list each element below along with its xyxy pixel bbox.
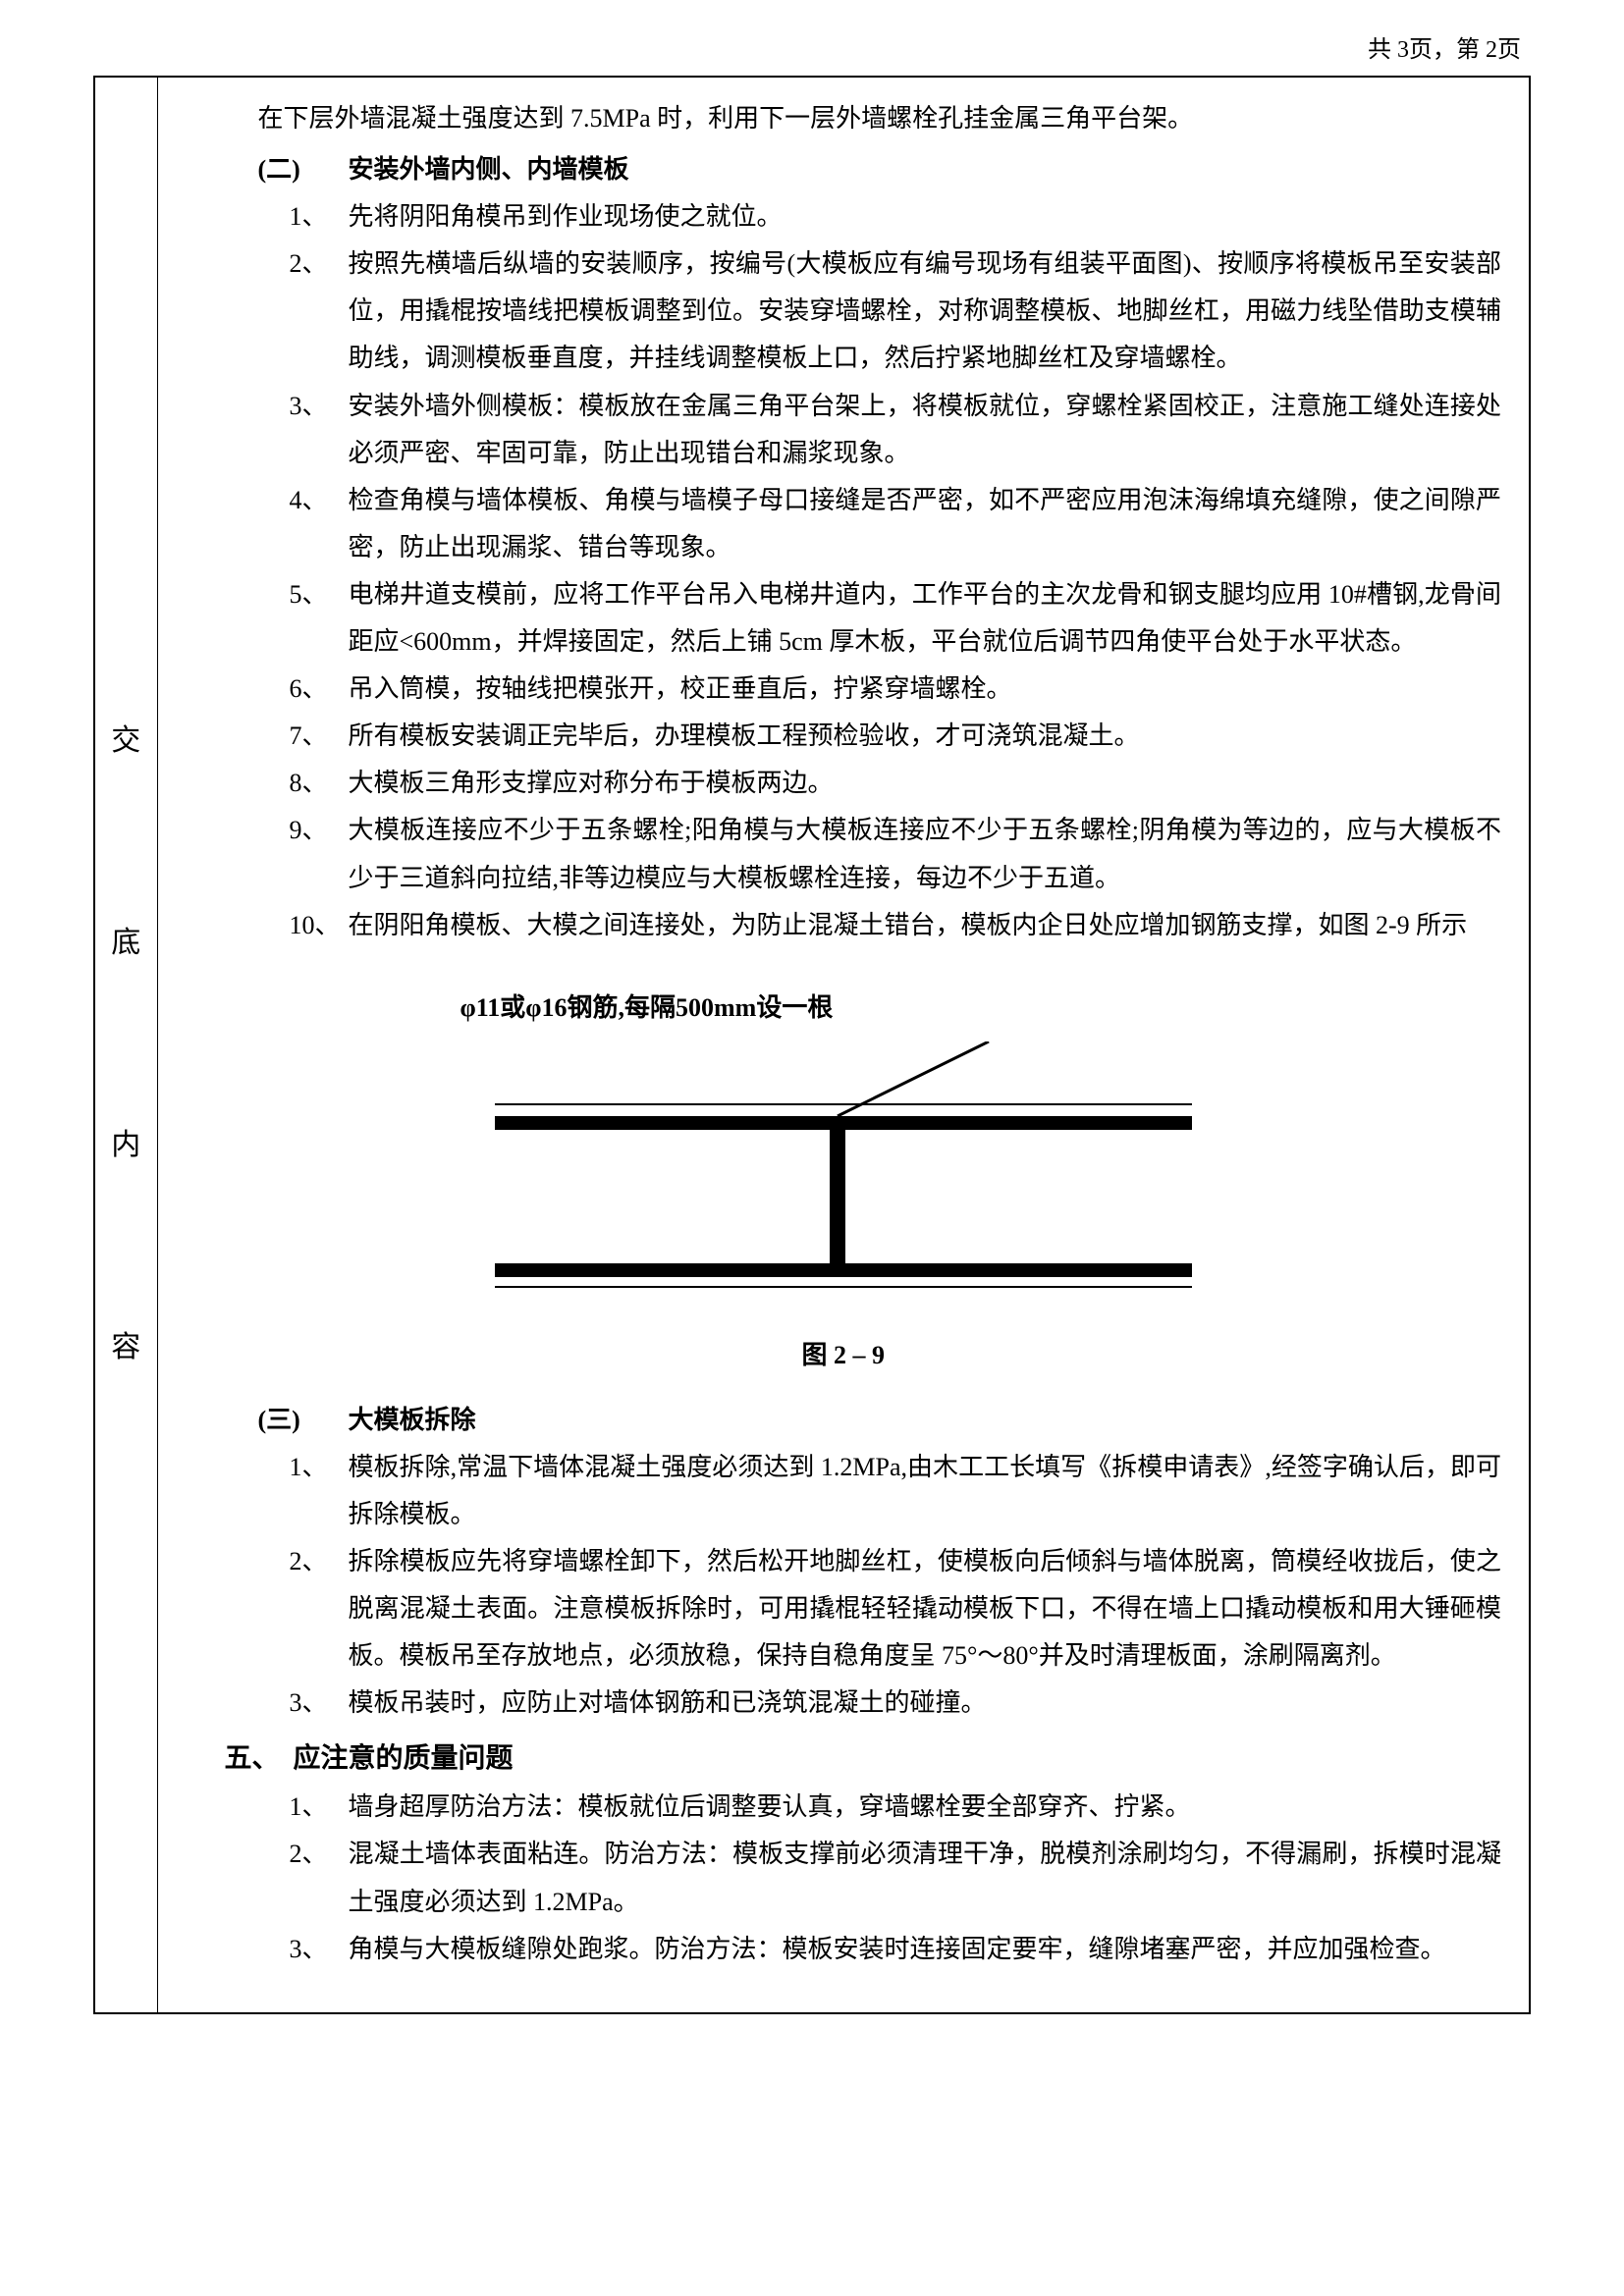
item-num: 1、 — [290, 1784, 349, 1831]
section-2: (二) 安装外墙内侧、内墙模板 1、先将阴阳角模吊到作业现场使之就位。 2、按照… — [186, 146, 1502, 949]
section-5: 1、墙身超厚防治方法：模板就位后调整要认真，穿墙螺栓要全部穿齐、拧紧。 2、混凝… — [186, 1784, 1502, 1972]
side-label: 交 底 内 容 — [105, 640, 147, 1449]
list-item: 10、在阴阳角模板、大模之间连接处，为防止混凝土错台，模板内企日处应增加钢筋支撑… — [290, 902, 1502, 949]
section-3-items: 1、模板拆除,常温下墙体混凝土强度必须达到 1.2MPa,由木工工长填写《拆模申… — [258, 1444, 1502, 1728]
item-num: 9、 — [290, 807, 349, 854]
list-item: 2、按照先横墙后纵墙的安装顺序，按编号(大模板应有编号现场有组装平面图)、按顺序… — [290, 240, 1502, 382]
side-label-cell: 交 底 内 容 — [94, 77, 157, 2013]
list-item: 3、角模与大模板缝隙处跑浆。防治方法：模板安装时连接固定要牢，缝隙堵塞严密，并应… — [290, 1926, 1502, 1973]
item-text: 安装外墙外侧模板：模板放在金属三角平台架上，将模板就位，穿螺栓紧固校正，注意施工… — [349, 383, 1502, 477]
list-item: 1、先将阴阳角模吊到作业现场使之就位。 — [290, 193, 1502, 240]
item-text: 按照先横墙后纵墙的安装顺序，按编号(大模板应有编号现场有组装平面图)、按顺序将模… — [349, 240, 1502, 382]
item-num: 3、 — [290, 1926, 349, 1973]
item-text: 大模板连接应不少于五条螺栓;阳角模与大模板连接应不少于五条螺栓;阴角模为等边的，… — [349, 807, 1502, 901]
section-2-head: (二) 安装外墙内侧、内墙模板 — [258, 146, 1502, 193]
item-num: 1、 — [290, 1444, 349, 1491]
item-text: 所有模板安装调正完毕后，办理模板工程预检验收，才可浇筑混凝土。 — [349, 713, 1502, 760]
list-item: 5、电梯井道支模前，应将工作平台吊入电梯井道内，工作平台的主次龙骨和钢支腿均应用… — [290, 571, 1502, 666]
section-3-num: (三) — [258, 1397, 349, 1444]
section-5-items: 1、墙身超厚防治方法：模板就位后调整要认真，穿墙螺栓要全部穿齐、拧紧。 2、混凝… — [258, 1784, 1502, 1972]
item-num: 1、 — [290, 193, 349, 240]
item-text: 电梯井道支模前，应将工作平台吊入电梯井道内，工作平台的主次龙骨和钢支腿均应用 1… — [349, 571, 1502, 666]
item-text: 先将阴阳角模吊到作业现场使之就位。 — [349, 193, 1502, 240]
list-item: 7、所有模板安装调正完毕后，办理模板工程预检验收，才可浇筑混凝土。 — [290, 713, 1502, 760]
section-2-num: (二) — [258, 146, 349, 193]
item-num: 7、 — [290, 713, 349, 760]
item-num: 2、 — [290, 1831, 349, 1878]
list-item: 8、大模板三角形支撑应对称分布于模板两边。 — [290, 760, 1502, 807]
side-char-1: 交 — [111, 726, 140, 756]
item-text: 角模与大模板缝隙处跑浆。防治方法：模板安装时连接固定要牢，缝隙堵塞严密，并应加强… — [349, 1926, 1502, 1973]
section-2-title: 安装外墙内侧、内墙模板 — [349, 146, 629, 193]
section-3: (三) 大模板拆除 1、模板拆除,常温下墙体混凝土强度必须达到 1.2MPa,由… — [186, 1397, 1502, 1728]
side-char-3: 内 — [111, 1131, 140, 1160]
section-5-head: 五、 应注意的质量问题 — [186, 1734, 1502, 1785]
side-char-2: 底 — [111, 929, 140, 958]
list-item: 1、墙身超厚防治方法：模板就位后调整要认真，穿墙螺栓要全部穿齐、拧紧。 — [290, 1784, 1502, 1831]
item-text: 混凝土墙体表面粘连。防治方法：模板支撑前必须清理干净，脱模剂涂刷均匀，不得漏刷，… — [349, 1831, 1502, 1925]
item-num: 10、 — [290, 902, 349, 949]
figure-top-label: φ11或φ16钢筋,每隔500mm设一根 — [186, 985, 1502, 1032]
item-num: 2、 — [290, 240, 349, 288]
item-num: 5、 — [290, 571, 349, 618]
item-num: 8、 — [290, 760, 349, 807]
document-table: 交 底 内 容 在下层外墙混凝土强度达到 7.5MPa 时，利用下一层外墙螺栓孔… — [93, 76, 1531, 2014]
item-text: 拆除模板应先将穿墙螺栓卸下，然后松开地脚丝杠，使模板向后倾斜与墙体脱离，筒模经收… — [349, 1538, 1502, 1680]
item-num: 2、 — [290, 1538, 349, 1585]
section-5-title: 应注意的质量问题 — [294, 1734, 514, 1785]
page: 共 3页，第 2页 交 底 内 容 在下层外墙混凝土强度达到 7.5MPa 时，… — [0, 0, 1624, 2073]
list-item: 6、吊入筒模，按轴线把模张开，校正垂直后，拧紧穿墙螺栓。 — [290, 666, 1502, 713]
item-text: 模板拆除,常温下墙体混凝土强度必须达到 1.2MPa,由木工工长填写《拆模申请表… — [349, 1444, 1502, 1538]
item-num: 3、 — [290, 1680, 349, 1727]
list-item: 9、大模板连接应不少于五条螺栓;阳角模与大模板连接应不少于五条螺栓;阴角模为等边… — [290, 807, 1502, 901]
section-2-items: 1、先将阴阳角模吊到作业现场使之就位。 2、按照先横墙后纵墙的安装顺序，按编号(… — [258, 193, 1502, 949]
section-3-title: 大模板拆除 — [349, 1397, 476, 1444]
item-num: 3、 — [290, 383, 349, 430]
list-item: 3、安装外墙外侧模板：模板放在金属三角平台架上，将模板就位，穿螺栓紧固校正，注意… — [290, 383, 1502, 477]
list-item: 2、拆除模板应先将穿墙螺栓卸下，然后松开地脚丝杠，使模板向后倾斜与墙体脱离，筒模… — [290, 1538, 1502, 1680]
list-item: 4、检查角模与墙体模板、角模与墙模子母口接缝是否严密，如不严密应用泡沫海绵填充缝… — [290, 477, 1502, 571]
item-num: 6、 — [290, 666, 349, 713]
item-text: 检查角模与墙体模板、角模与墙模子母口接缝是否严密，如不严密应用泡沫海绵填充缝隙，… — [349, 477, 1502, 571]
list-item: 1、模板拆除,常温下墙体混凝土强度必须达到 1.2MPa,由木工工长填写《拆模申… — [290, 1444, 1502, 1538]
section-5-num: 五、 — [225, 1734, 294, 1785]
figure-2-9: φ11或φ16钢筋,每隔500mm设一根 图 2 – 9 — [186, 985, 1502, 1379]
item-text: 大模板三角形支撑应对称分布于模板两边。 — [349, 760, 1502, 807]
item-text: 吊入筒模，按轴线把模张开，校正垂直后，拧紧穿墙螺栓。 — [349, 666, 1502, 713]
item-text: 在阴阳角模板、大模之间连接处，为防止混凝土错台，模板内企日处应增加钢筋支撑，如图… — [349, 902, 1502, 949]
page-number: 共 3页，第 2页 — [93, 29, 1531, 64]
section-3-head: (三) 大模板拆除 — [258, 1397, 1502, 1444]
content-cell: 在下层外墙混凝土强度达到 7.5MPa 时，利用下一层外墙螺栓孔挂金属三角平台架… — [157, 77, 1530, 2013]
intro-line: 在下层外墙混凝土强度达到 7.5MPa 时，利用下一层外墙螺栓孔挂金属三角平台架… — [186, 95, 1502, 142]
item-text: 模板吊装时，应防止对墙体钢筋和已浇筑混凝土的碰撞。 — [349, 1680, 1502, 1727]
figure-svg — [402, 1041, 1285, 1326]
item-text: 墙身超厚防治方法：模板就位后调整要认真，穿墙螺栓要全部穿齐、拧紧。 — [349, 1784, 1502, 1831]
list-item: 3、模板吊装时，应防止对墙体钢筋和已浇筑混凝土的碰撞。 — [290, 1680, 1502, 1727]
figure-caption: 图 2 – 9 — [186, 1332, 1502, 1379]
side-char-4: 容 — [111, 1333, 140, 1362]
list-item: 2、混凝土墙体表面粘连。防治方法：模板支撑前必须清理干净，脱模剂涂刷均匀，不得漏… — [290, 1831, 1502, 1925]
item-num: 4、 — [290, 477, 349, 524]
